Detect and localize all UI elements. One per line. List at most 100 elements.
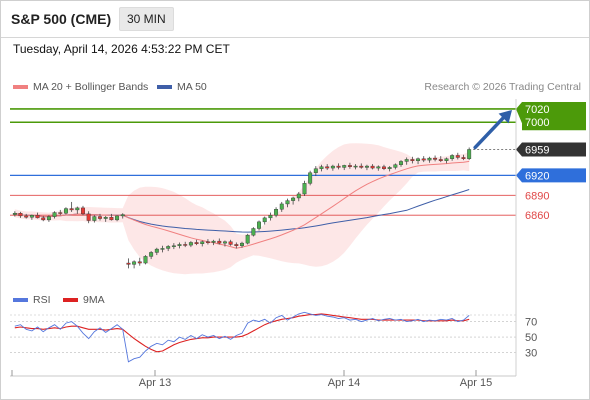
candle-body bbox=[347, 165, 352, 167]
legend-ma20: MA 20 + Bollinger Bands bbox=[13, 81, 148, 93]
candle bbox=[154, 247, 159, 256]
resistance-label-1: 7020 bbox=[525, 104, 549, 116]
candle-body bbox=[240, 242, 244, 246]
candle bbox=[46, 215, 51, 222]
candle bbox=[262, 216, 267, 225]
candle bbox=[205, 239, 210, 245]
candle bbox=[92, 215, 97, 223]
candle bbox=[461, 154, 466, 161]
candle bbox=[450, 154, 455, 161]
candle-body bbox=[132, 261, 137, 265]
support-label-1: 6890 bbox=[525, 190, 549, 202]
candle-body bbox=[382, 166, 386, 169]
rsi-tick-label: 70 bbox=[525, 317, 537, 329]
candle-body bbox=[325, 166, 330, 169]
candle-body bbox=[245, 234, 250, 244]
candle bbox=[188, 241, 193, 248]
candle bbox=[234, 242, 239, 249]
x-axis: Apr 13 Apr 14 Apr 15 bbox=[10, 99, 517, 389]
current-price-tag bbox=[516, 142, 586, 157]
candle bbox=[393, 163, 398, 170]
candle-body bbox=[421, 158, 426, 161]
candle bbox=[387, 166, 392, 172]
resistance-label-2: 7000 bbox=[525, 117, 549, 129]
candle bbox=[126, 258, 131, 269]
candle-body bbox=[234, 244, 239, 246]
candle bbox=[359, 163, 364, 169]
x-tick-label: Apr 14 bbox=[328, 377, 360, 389]
candle-body bbox=[433, 157, 438, 160]
candle bbox=[69, 201, 74, 212]
candle bbox=[120, 213, 125, 219]
candle-body bbox=[41, 217, 46, 221]
resistance-tag bbox=[516, 101, 586, 131]
candle-body bbox=[120, 214, 125, 217]
candle-body bbox=[291, 197, 296, 201]
candle-body bbox=[336, 165, 341, 168]
candle-body bbox=[217, 240, 222, 244]
candle-body bbox=[109, 217, 114, 221]
current-price-label: 6959 bbox=[525, 144, 549, 156]
candle-body bbox=[58, 212, 63, 214]
candle-body bbox=[98, 216, 102, 219]
candle-body bbox=[353, 165, 358, 168]
candle bbox=[171, 243, 176, 250]
candle bbox=[103, 215, 108, 222]
candle-body bbox=[438, 159, 443, 161]
candle-body bbox=[24, 215, 29, 218]
chart-header: S&P 500 (CME) 30 MIN bbox=[1, 1, 589, 38]
candle bbox=[370, 164, 375, 170]
candle-body bbox=[399, 161, 403, 165]
candle-body bbox=[444, 158, 449, 161]
candle-body bbox=[92, 216, 97, 221]
candle bbox=[399, 160, 403, 167]
timeframe-badge[interactable]: 30 MIN bbox=[119, 7, 174, 31]
candle-body bbox=[211, 240, 216, 243]
candle-body bbox=[29, 215, 34, 218]
candle bbox=[58, 209, 63, 216]
candle bbox=[166, 245, 171, 252]
candle bbox=[24, 213, 29, 219]
candle-body bbox=[177, 244, 182, 246]
candle-body bbox=[52, 212, 57, 217]
candle-body bbox=[302, 183, 307, 195]
candle bbox=[319, 164, 324, 172]
candle-body bbox=[183, 244, 188, 246]
candle bbox=[421, 156, 426, 163]
candle bbox=[313, 166, 318, 177]
candle-body bbox=[18, 213, 23, 217]
candle bbox=[200, 240, 205, 247]
datetime-stamp: Tuesday, April 14, 2026 4:53:22 PM CET bbox=[13, 42, 230, 56]
candle bbox=[364, 164, 369, 171]
rsi-line bbox=[14, 311, 470, 363]
candle bbox=[217, 238, 222, 245]
legend-ma20-label: MA 20 + Bollinger Bands bbox=[33, 81, 149, 93]
candle-body bbox=[279, 203, 284, 210]
candle bbox=[63, 207, 68, 215]
candle-body bbox=[251, 228, 256, 236]
candle-body bbox=[200, 241, 205, 244]
candle-body bbox=[12, 213, 17, 215]
pivot-tag bbox=[516, 168, 586, 183]
candle bbox=[86, 211, 91, 224]
candle bbox=[29, 214, 34, 220]
candle-body bbox=[376, 166, 381, 169]
legend-ma50-label: MA 50 bbox=[177, 81, 207, 93]
candle bbox=[438, 156, 443, 163]
candle bbox=[433, 155, 438, 162]
candle-body bbox=[467, 149, 472, 159]
candle-body bbox=[427, 157, 432, 161]
candle bbox=[274, 207, 279, 218]
candle-body bbox=[194, 242, 199, 244]
candle-body bbox=[359, 165, 364, 168]
candle-body bbox=[313, 168, 318, 173]
candle bbox=[353, 164, 358, 170]
candle-body bbox=[143, 256, 148, 264]
candle-body bbox=[308, 172, 313, 184]
candle-body bbox=[461, 157, 466, 159]
candle bbox=[194, 239, 199, 246]
candle bbox=[308, 170, 313, 186]
candle bbox=[143, 255, 148, 265]
rsi-swatch bbox=[13, 298, 28, 303]
